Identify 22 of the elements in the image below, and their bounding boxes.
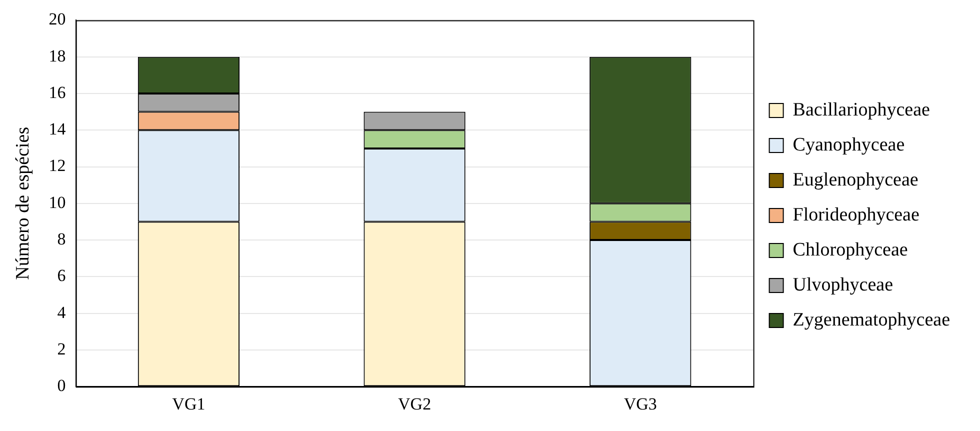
legend-label: Chlorophyceae	[792, 239, 908, 260]
y-tick-label: 14	[48, 120, 66, 139]
x-tick-label: VG1	[172, 394, 206, 414]
y-tick-label: 0	[57, 376, 66, 396]
legend-label: Zygenematophyceae	[792, 309, 950, 330]
legend-label: Cyanophyceae	[792, 134, 905, 156]
y-tick-label: 4	[57, 302, 66, 322]
y-axis-title: Número de espécies	[12, 126, 34, 280]
y-tick-label: 2	[57, 339, 66, 358]
y-tick-label: 8	[57, 230, 66, 249]
legend-label: Florideophyceae	[792, 204, 920, 226]
y-tick-label: 12	[48, 156, 66, 176]
y-tick-label: 20	[48, 10, 66, 29]
legend-label: Bacillariophyceae	[792, 99, 930, 120]
x-tick-label: VG2	[398, 394, 432, 414]
y-tick-label: 16	[48, 82, 66, 102]
x-tick-label: VG3	[624, 394, 657, 414]
y-tick-label: 6	[57, 266, 66, 286]
legend-label: Euglenophyceae	[792, 169, 918, 190]
y-tick-label: 18	[48, 46, 66, 66]
legend-label: Ulvophyceae	[792, 274, 894, 296]
y-tick-label: 10	[48, 192, 66, 212]
